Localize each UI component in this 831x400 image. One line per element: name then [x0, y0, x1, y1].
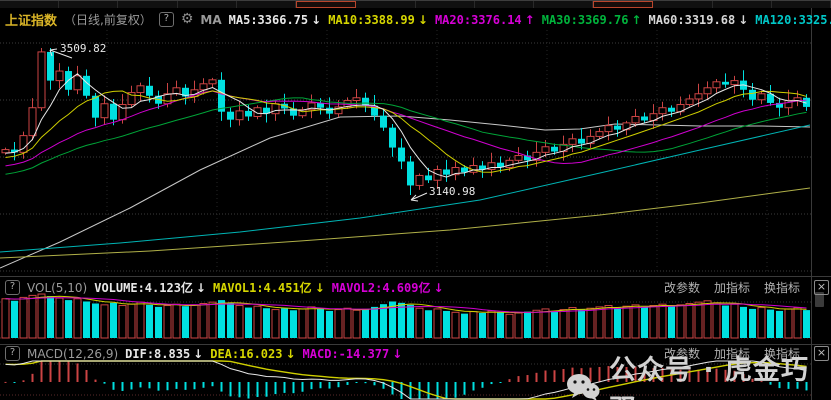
period-tab[interactable] [177, 1, 237, 8]
period-tab[interactable] [653, 1, 713, 8]
add-indicator-button[interactable]: 加指标 [713, 281, 750, 295]
down-arrow-icon: ↓ [285, 346, 296, 361]
period-tab[interactable] [771, 1, 831, 8]
period-tab[interactable] [712, 1, 772, 8]
period-tab-strip[interactable] [0, 0, 831, 8]
period-tab[interactable] [118, 1, 178, 8]
down-arrow-icon: ↓ [417, 12, 428, 27]
switch-indicator-button[interactable]: 换指标 [763, 281, 800, 295]
period-tab[interactable] [356, 1, 416, 8]
period-tab[interactable] [593, 1, 654, 8]
period-tab[interactable] [236, 1, 297, 8]
gear-icon[interactable]: ⚙ [180, 11, 194, 27]
chart-mode-label: （日线,前复权） [64, 13, 152, 27]
scrollbar-knob[interactable] [815, 292, 824, 307]
high-annotation: 3509.82 [60, 42, 107, 55]
volume-chart[interactable] [0, 291, 811, 339]
volume-indicator-label: VOL(5,10) [27, 280, 88, 295]
low-annotation: 3140.98 [429, 185, 476, 198]
down-arrow-icon: ↓ [314, 281, 325, 295]
right-divider [811, 8, 812, 400]
period-tab[interactable] [533, 1, 594, 8]
ma10-legend: MA10:3388.99 ↓ [328, 12, 428, 27]
down-arrow-icon: ↓ [433, 281, 444, 295]
help-icon[interactable]: ? [5, 346, 20, 361]
period-tab[interactable] [59, 1, 119, 8]
change-params-button[interactable]: 改参数 [663, 347, 700, 361]
period-tab[interactable] [474, 1, 534, 8]
switch-indicator-button[interactable]: 换指标 [763, 347, 800, 361]
period-tab[interactable] [0, 1, 60, 8]
period-tab[interactable] [296, 1, 357, 8]
pane-divider [0, 276, 831, 277]
ma60-legend: MA60:3319.68 ↓ [648, 12, 749, 27]
ma20-legend: MA20:3376.14 ↑ [434, 12, 535, 27]
price-chart[interactable] [0, 30, 811, 273]
down-arrow-icon: ↓ [195, 281, 206, 295]
change-params-button[interactable]: 改参数 [663, 281, 700, 295]
up-arrow-icon: ↑ [524, 12, 535, 27]
ma5-legend: MA5:3366.75 ↓ [228, 12, 322, 27]
macd-chart[interactable] [0, 360, 811, 400]
help-icon[interactable]: ? [5, 280, 20, 295]
wechat-icon [567, 374, 600, 400]
volume-legend: VOLUME:4.123亿 ↓ [94, 281, 206, 295]
period-tab[interactable] [415, 1, 475, 8]
down-arrow-icon: ↓ [193, 346, 204, 361]
mavol1-legend: MAVOL1:4.451亿 ↓ [212, 281, 325, 295]
close-pane-button[interactable]: × [814, 346, 829, 361]
add-indicator-button[interactable]: 加指标 [713, 347, 750, 361]
mavol2-legend: MAVOL2:4.609亿 ↓ [331, 281, 444, 295]
close-pane-button[interactable]: × [814, 280, 829, 295]
macd-pane-header: ? MACD(12,26,9) DIF:8.835 ↓ DEA:16.023 ↓ M… [5, 345, 829, 362]
help-icon[interactable]: ? [158, 12, 174, 27]
down-arrow-icon: ↓ [392, 346, 403, 361]
dea-legend: DEA:16.023 ↓ [210, 346, 296, 361]
price-pane-header: 上证指数 （日线,前复权） ? ⚙ MA MA5:3366.75 ↓ MA10:3… [5, 10, 831, 29]
up-arrow-icon: ↑ [631, 12, 642, 27]
macd-indicator-label: MACD(12,26,9) [27, 346, 119, 361]
macd-legend: MACD:-14.377 ↓ [302, 346, 403, 361]
down-arrow-icon: ↓ [311, 12, 322, 27]
volume-pane-header: ? VOL(5,10) VOLUME:4.123亿 ↓ MAVOL1:4.451亿… [5, 279, 829, 296]
watermark: 公众号 · 虎金巧双 [566, 348, 831, 400]
ma120-legend: MA120:3325.26↑ [755, 12, 831, 27]
ma30-legend: MA30:3369.76 ↑ [541, 12, 642, 27]
watermark-text: 公众号 · 虎金巧双 [609, 355, 810, 400]
dif-legend: DIF:8.835 ↓ [125, 346, 204, 361]
ma-group-label: MA [200, 12, 222, 27]
down-arrow-icon: ↓ [738, 12, 749, 27]
pane-divider [0, 344, 831, 345]
symbol-name: 上证指数 [5, 14, 58, 29]
